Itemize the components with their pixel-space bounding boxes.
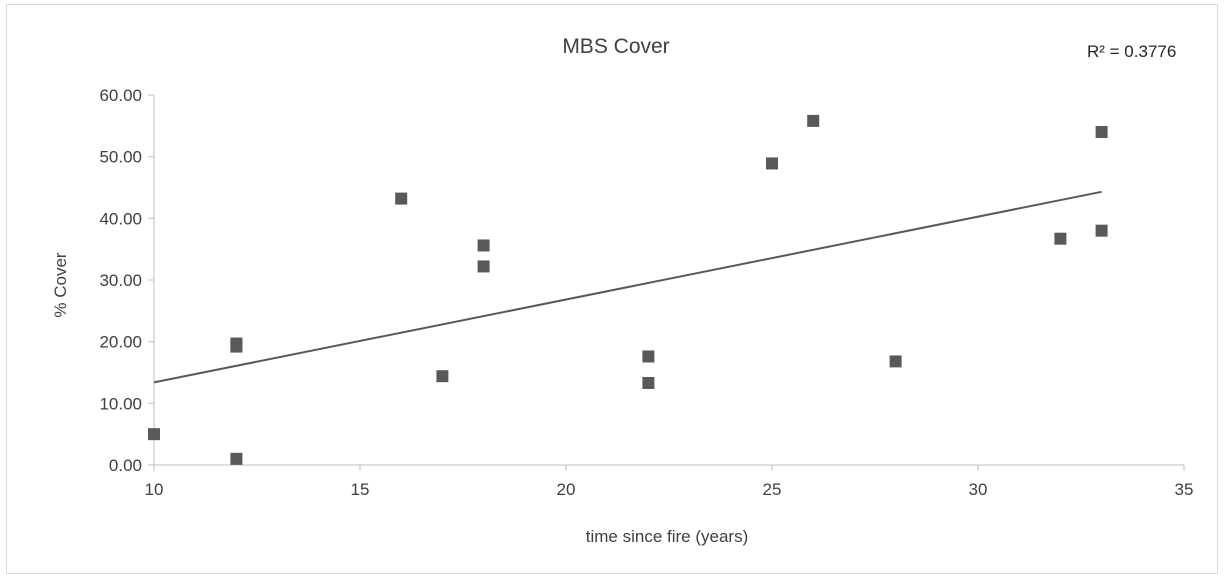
r-squared-label: R² = 0.3776 [1087,42,1176,61]
chart-title: MBS Cover [562,35,669,58]
y-tick-label: 0.00 [109,456,142,475]
data-point [230,452,243,465]
data-point [642,350,655,363]
data-point [1095,224,1108,237]
x-tick-label: 10 [145,480,164,499]
data-point [148,428,160,441]
x-tick-label: 25 [763,480,782,499]
axes: 0.00 10.00 20.00 30.00 40.00 50.00 60.00 10 15 20… [99,86,1193,499]
y-tick-label: 30.00 [99,271,142,290]
data-point [395,192,408,205]
data-point [230,337,243,350]
trendline-group [153,190,1102,384]
x-tick-label: 15 [351,480,370,499]
y-tick-label: 10.00 [99,394,142,413]
data-point [1054,232,1067,245]
y-axis-label: % Cover [51,252,70,318]
data-points [148,114,1108,465]
data-point [889,355,902,368]
linear-trendline [153,190,1102,384]
data-point [642,376,655,389]
x-axis-label: time since fire (years) [586,527,748,546]
data-point [1095,126,1108,138]
x-tick-label: 30 [969,480,988,499]
data-point [477,260,490,273]
y-tick-label: 60.00 [99,86,142,105]
scatter-chart: MBS Cover R² = 0.3776 time since fire (y… [51,35,1193,546]
y-tick-label: 50.00 [99,148,142,167]
y-tick-label: 20.00 [99,333,142,352]
data-point [436,370,449,383]
y-tick-label: 40.00 [99,209,142,228]
data-point [766,157,778,170]
data-point [807,114,820,127]
data-point [477,239,490,252]
chart-frame: MBS Cover R² = 0.3776 time since fire (y… [6,4,1218,574]
x-tick-label: 20 [557,480,576,499]
x-tick-label: 35 [1175,480,1194,499]
